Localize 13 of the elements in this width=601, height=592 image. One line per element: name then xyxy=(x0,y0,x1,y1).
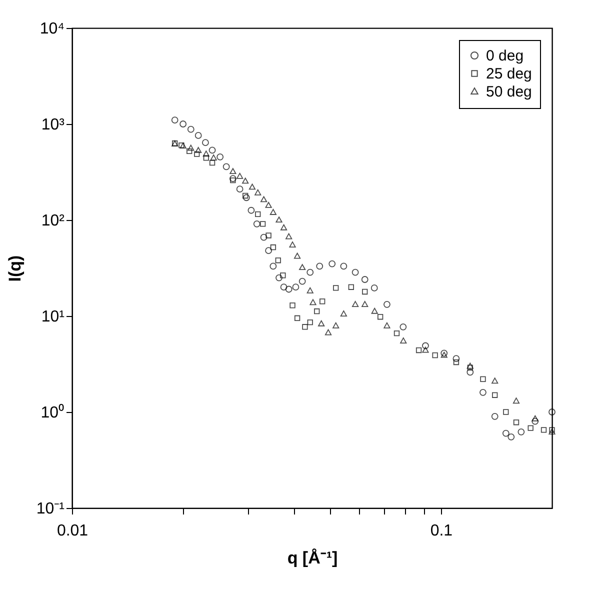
y-axis-title: I(q) xyxy=(5,255,24,282)
y-tick-label: 10² xyxy=(41,212,66,230)
x-axis-title: q [Å⁻¹] xyxy=(287,548,338,568)
legend-label: 0 deg xyxy=(486,48,524,64)
y-tick-label: 10³ xyxy=(41,116,66,134)
y-tick-label: 10⁻¹ xyxy=(36,500,64,518)
x-tick-label: 0.1 xyxy=(430,522,453,540)
legend-label: 25 deg xyxy=(486,66,532,82)
y-tick-label: 10¹ xyxy=(41,308,64,326)
legend-label: 50 deg xyxy=(486,84,532,100)
y-tick-label: 10⁰ xyxy=(40,404,64,422)
y-tick-label: 10⁴ xyxy=(40,20,65,38)
x-tick-label: 0.01 xyxy=(56,522,88,540)
